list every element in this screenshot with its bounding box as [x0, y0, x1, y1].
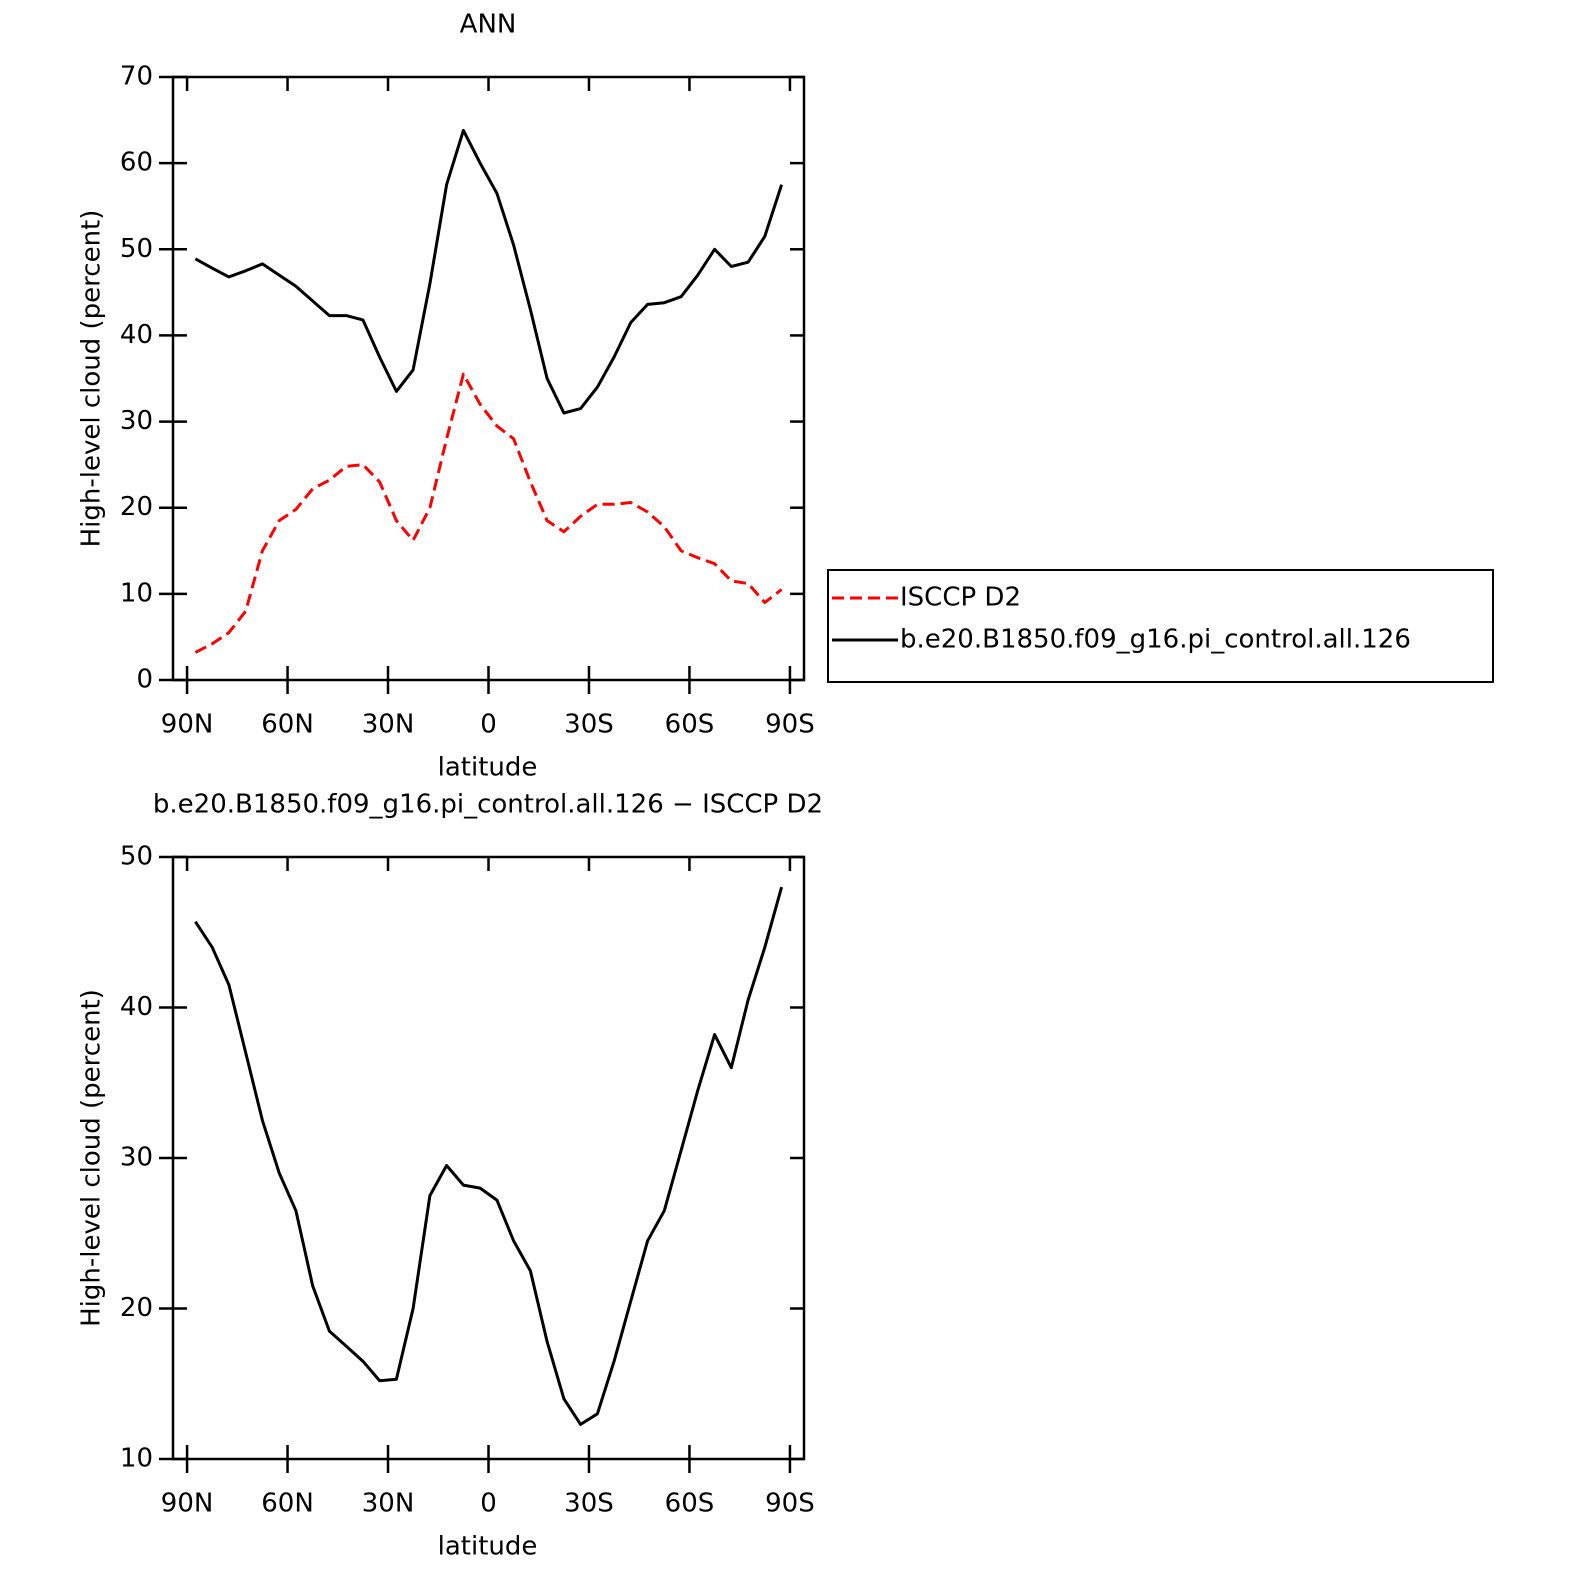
x-tick-label: 30S	[564, 1489, 614, 1519]
y-tick-label: 70	[120, 62, 153, 92]
x-tick-label: 30N	[362, 1489, 415, 1519]
legend-label: ISCCP D2	[900, 583, 1021, 613]
chart-title: ANN	[460, 10, 517, 40]
x-axis-label: latitude	[438, 1532, 538, 1562]
x-tick-label: 90S	[765, 710, 815, 740]
y-axis-label: High-level cloud (percent)	[77, 989, 107, 1327]
y-tick-label: 30	[120, 406, 153, 436]
y-tick-label: 60	[120, 148, 153, 178]
y-tick-label: 0	[136, 665, 153, 695]
x-axis-label: latitude	[438, 753, 538, 783]
y-tick-label: 20	[120, 492, 153, 522]
y-tick-label: 30	[120, 1143, 153, 1173]
y-tick-label: 10	[120, 578, 153, 608]
x-tick-label: 30N	[362, 710, 415, 740]
x-tick-label: 90S	[765, 1489, 815, 1519]
x-tick-label: 90N	[161, 1489, 214, 1519]
data-line	[194, 886, 784, 1426]
x-tick-label: 60N	[261, 1489, 314, 1519]
legend-box	[827, 569, 1494, 683]
x-tick-label: 60S	[665, 710, 715, 740]
y-tick-label: 50	[120, 234, 153, 264]
x-tick-label: 0	[480, 1489, 497, 1519]
data-line	[194, 128, 784, 415]
y-tick-label: 50	[120, 842, 153, 872]
data-line	[194, 372, 783, 654]
x-tick-label: 90N	[161, 710, 214, 740]
y-tick-label: 20	[120, 1293, 153, 1323]
x-tick-label: 60N	[261, 710, 314, 740]
x-tick-label: 0	[480, 710, 497, 740]
plot-frame	[171, 75, 806, 682]
plot-frame	[171, 855, 806, 1461]
x-tick-label: 30S	[564, 710, 614, 740]
y-tick-label: 10	[120, 1444, 153, 1474]
y-tick-label: 40	[120, 320, 153, 350]
chart-title: b.e20.B1850.f09_g16.pi_control.all.126 −…	[153, 790, 823, 820]
legend-label: b.e20.B1850.f09_g16.pi_control.all.126	[900, 625, 1411, 655]
y-axis-label: High-level cloud (percent)	[77, 210, 107, 548]
y-tick-label: 40	[120, 992, 153, 1022]
x-tick-label: 60S	[665, 1489, 715, 1519]
